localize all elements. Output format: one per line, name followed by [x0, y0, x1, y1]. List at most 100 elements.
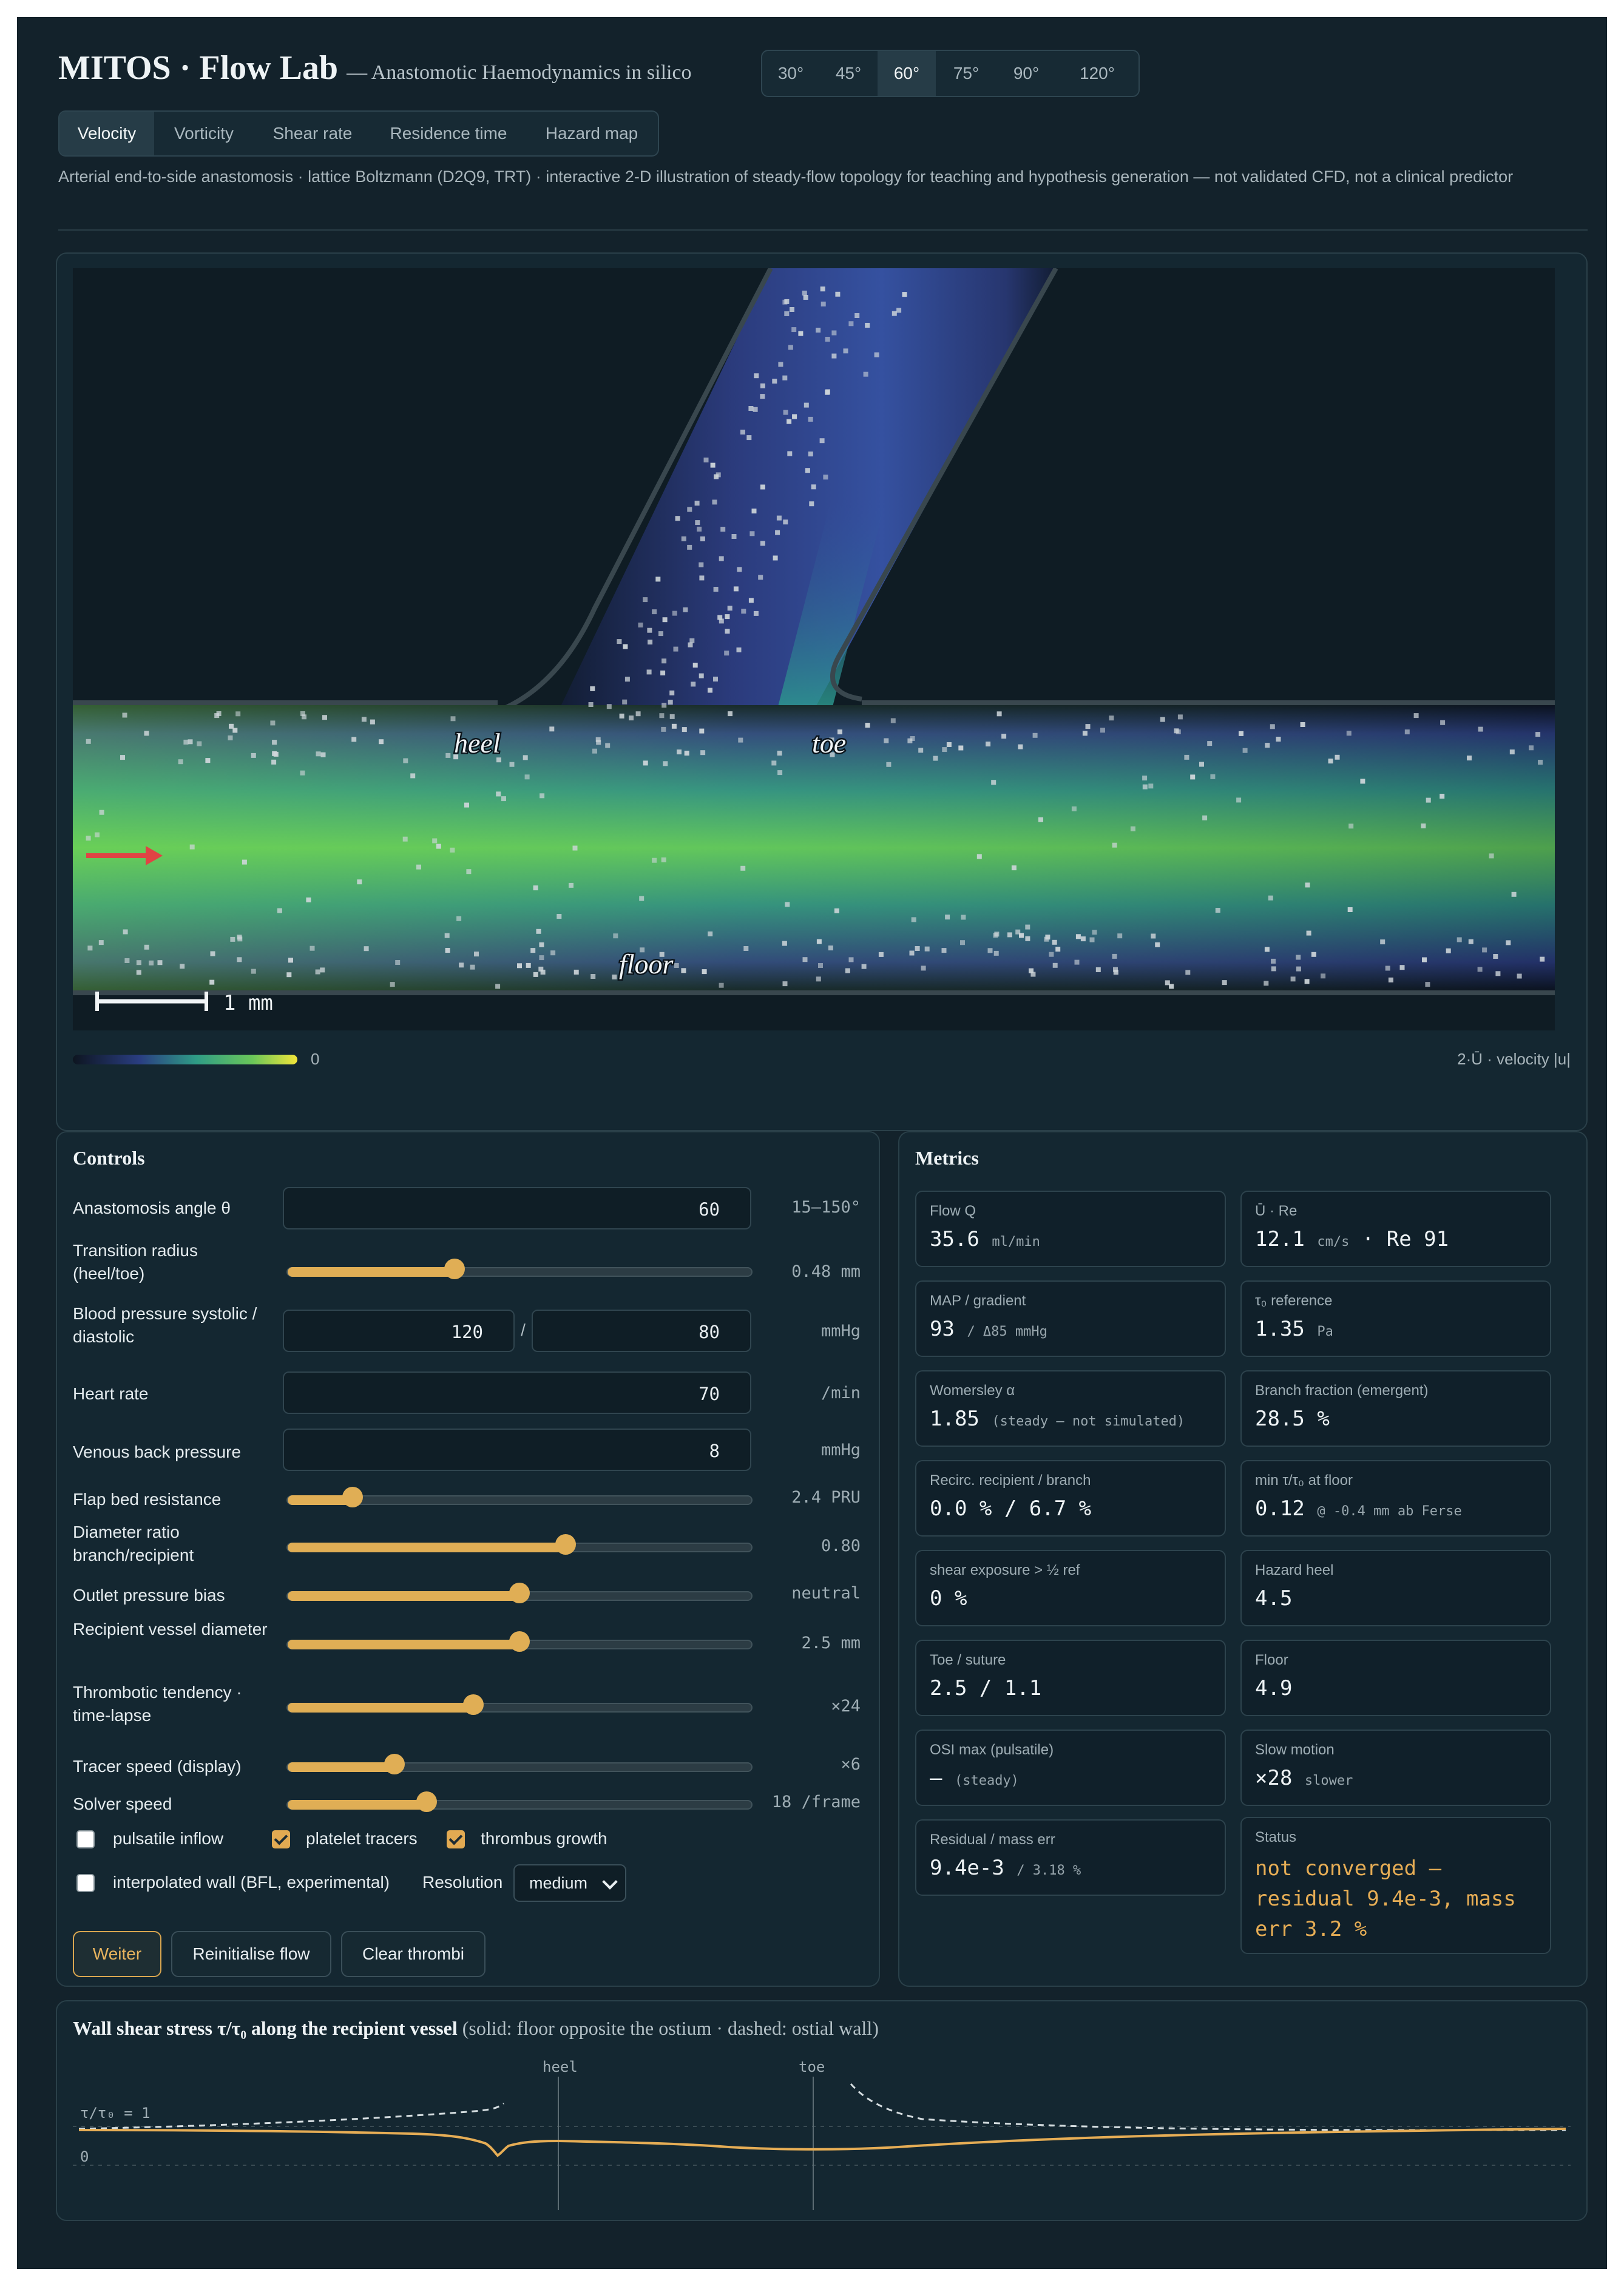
systolic-input[interactable]: 120 [283, 1310, 515, 1352]
resolution-value: medium [529, 1873, 588, 1892]
tracer-dot [671, 723, 677, 729]
tracer-dot [712, 499, 717, 505]
diastolic-input[interactable]: 80 [532, 1310, 751, 1352]
tracer-dot [464, 802, 469, 808]
angle-preset-90-button[interactable]: 90° [1013, 64, 1040, 83]
tracer-dot [230, 936, 235, 942]
tracer-dot [848, 957, 854, 962]
outlet-bias-slider[interactable] [286, 1583, 753, 1603]
tracer-dot [890, 718, 896, 723]
tracer-dot [592, 748, 597, 754]
resolution-select[interactable]: medium [513, 1864, 626, 1902]
tracer-dot [540, 969, 546, 975]
tracer-dot [235, 711, 241, 717]
venous-pressure-input[interactable]: 8 [283, 1429, 751, 1471]
tracer-dot [1112, 842, 1117, 848]
solver-speed-slider[interactable] [286, 1791, 753, 1812]
tracer-dot [662, 617, 668, 623]
metric-unit: / 3.18 % [1017, 1863, 1081, 1878]
tracer-dot [828, 945, 833, 951]
tracer-dot [751, 509, 757, 514]
tracer-dot [617, 639, 622, 644]
tracer-dot [784, 311, 790, 316]
wss-floor-curve [78, 2128, 1566, 2157]
tracer-dot [837, 729, 842, 735]
blood-pressure-label: Blood pressure systolic / diastolic [73, 1304, 257, 1346]
tab-residence-time[interactable]: Residence time [390, 124, 507, 143]
reinitialise-flow-button[interactable]: Reinitialise flow [171, 1931, 331, 1977]
tracer-dot [660, 670, 666, 675]
tracer-dot [1018, 744, 1023, 749]
tab-hazard-map[interactable]: Hazard map [545, 124, 638, 143]
tracer-dot [717, 615, 723, 620]
clear-thrombi-button[interactable]: Clear thrombi [341, 1931, 486, 1977]
tracer-dot [270, 720, 276, 726]
tracer-dot [180, 964, 185, 969]
tracer-dot [539, 955, 544, 961]
transition-radius-slider[interactable] [286, 1259, 753, 1279]
tracer-dot [804, 402, 809, 408]
metric-value: 9.4e-3 [930, 1856, 1004, 1880]
flap-resistance-value: 2.4 PRU [791, 1488, 861, 1507]
tracer-dot [271, 759, 277, 765]
tracer-dot [1113, 967, 1118, 972]
tracer-dot [716, 472, 721, 478]
tracer-dot [1404, 729, 1410, 735]
angle-preset-120-button[interactable]: 120° [1080, 64, 1115, 83]
metric-unit: Pa [1317, 1324, 1333, 1339]
flap-resistance-slider[interactable] [286, 1487, 753, 1507]
recipient-diameter-slider[interactable] [286, 1631, 753, 1652]
tracer-dot [122, 712, 127, 718]
thrombotic-slider[interactable] [286, 1694, 753, 1715]
angle-preset-45-button[interactable]: 45° [835, 64, 862, 83]
tracer-dot [775, 530, 780, 535]
angle-preset-60-button[interactable]: 60° [878, 51, 936, 96]
continue-button[interactable]: Weiter [73, 1931, 161, 1977]
tab-shear-rate[interactable]: Shear rate [272, 124, 353, 143]
tab-vorticity[interactable]: Vorticity [174, 124, 234, 143]
platelet-tracers-checkbox[interactable] [272, 1830, 290, 1848]
tracer-dot [1092, 930, 1097, 935]
diameter-ratio-slider[interactable] [286, 1534, 753, 1555]
tracer-dot [820, 302, 826, 306]
metric-value-line: 4.9 [1255, 1676, 1292, 1700]
metric-unit: (steady — not simulated) [992, 1414, 1185, 1429]
angle-preset-30-button[interactable]: 30° [777, 64, 804, 83]
tracer-dot [1202, 815, 1208, 820]
tracer-dot [798, 331, 804, 336]
tab-velocity[interactable]: Velocity [59, 112, 154, 155]
tracer-dot [1380, 939, 1385, 945]
tracer-dot [228, 735, 233, 740]
tracer-dot [453, 754, 459, 760]
tracer-dot [1482, 947, 1487, 953]
metric-card-flow-q: Flow Q 35.6 ml/min [915, 1191, 1226, 1267]
tracer-dot [740, 865, 746, 871]
tracer-dot [526, 962, 531, 968]
heart-rate-label: Heart rate [73, 1384, 149, 1403]
tracer-dot [672, 610, 677, 616]
tracer-dot [785, 902, 790, 907]
metric-label: OSI max (pulsatile) [930, 1742, 1054, 1758]
tracer-dot [1100, 728, 1105, 733]
tracer-dot [1052, 939, 1057, 945]
tracer-dot [416, 864, 421, 870]
heart-rate-input[interactable]: 70 [283, 1371, 751, 1414]
bfl-wall-checkbox[interactable] [76, 1874, 95, 1892]
thrombus-growth-checkbox[interactable] [447, 1830, 465, 1848]
tracer-dot [820, 286, 825, 292]
tracer-dot [1215, 908, 1220, 913]
tracer-dot [1421, 823, 1426, 828]
tracer-dot [911, 917, 916, 922]
angle-input[interactable]: 60 [283, 1187, 751, 1229]
angle-preset-75-button[interactable]: 75° [953, 64, 979, 83]
flow-field-canvas[interactable]: heel toe floor 1 mm [73, 268, 1555, 1030]
tracer-dot [787, 419, 792, 424]
metric-value: 0 % [930, 1586, 967, 1611]
tracer-dot [1074, 959, 1080, 965]
tracer-speed-slider[interactable] [286, 1754, 753, 1774]
pulsatile-checkbox[interactable] [76, 1830, 95, 1848]
toe-label: toe [812, 728, 846, 759]
simulation-panel: heel toe floor 1 mm 0 2·Ū · velocity |u| [56, 252, 1588, 1131]
tracer-dot [738, 737, 743, 743]
tracer-dot [1169, 984, 1174, 989]
